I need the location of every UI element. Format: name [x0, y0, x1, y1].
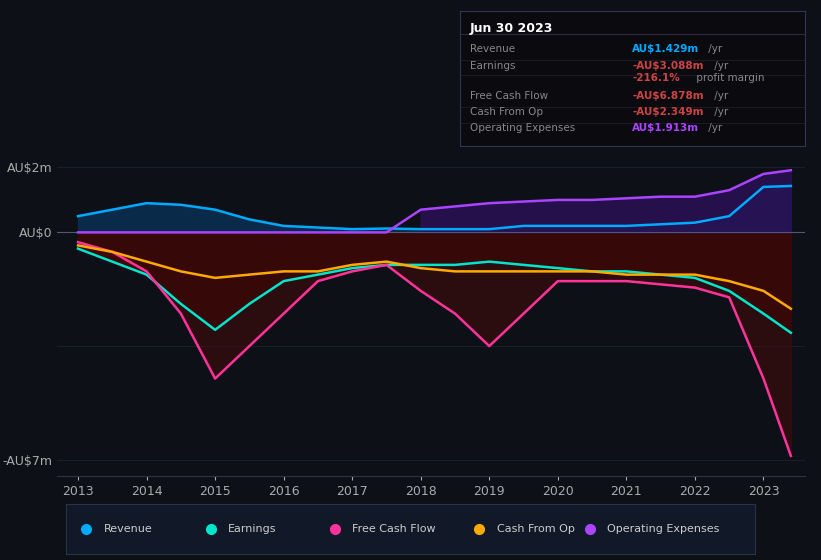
Text: /yr: /yr — [712, 107, 729, 117]
Text: Operating Expenses: Operating Expenses — [607, 524, 719, 534]
Text: profit margin: profit margin — [693, 73, 764, 83]
Text: Revenue: Revenue — [470, 44, 516, 54]
Text: -AU$2.349m: -AU$2.349m — [632, 107, 704, 117]
Text: /yr: /yr — [705, 44, 722, 54]
Text: /yr: /yr — [705, 123, 722, 133]
Text: Cash From Op: Cash From Op — [497, 524, 575, 534]
Text: /yr: /yr — [712, 91, 729, 101]
Text: Revenue: Revenue — [103, 524, 153, 534]
Text: Earnings: Earnings — [227, 524, 276, 534]
Text: Free Cash Flow: Free Cash Flow — [352, 524, 435, 534]
Text: Earnings: Earnings — [470, 61, 516, 71]
Text: Operating Expenses: Operating Expenses — [470, 123, 576, 133]
Text: -AU$3.088m: -AU$3.088m — [632, 61, 704, 71]
Text: -AU$6.878m: -AU$6.878m — [632, 91, 704, 101]
Text: Free Cash Flow: Free Cash Flow — [470, 91, 548, 101]
Text: -216.1%: -216.1% — [632, 73, 680, 83]
Text: AU$1.913m: AU$1.913m — [632, 123, 699, 133]
Text: Jun 30 2023: Jun 30 2023 — [470, 22, 553, 35]
Text: AU$1.429m: AU$1.429m — [632, 44, 699, 54]
Text: /yr: /yr — [712, 61, 729, 71]
Text: Cash From Op: Cash From Op — [470, 107, 544, 117]
